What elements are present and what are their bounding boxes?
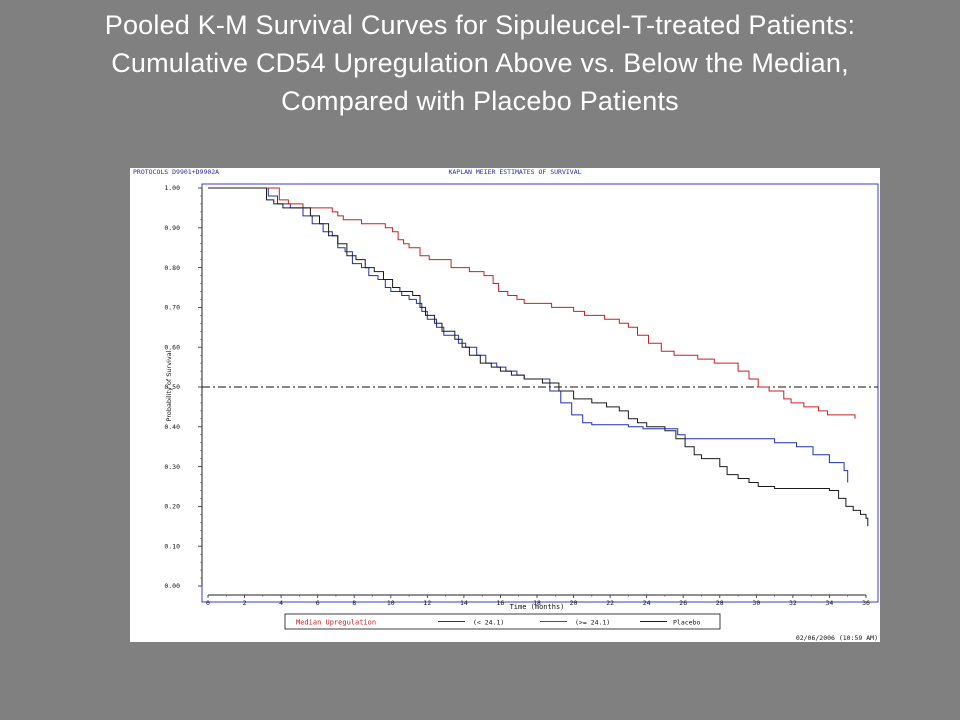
y-tick-label: 1.00 [164, 184, 180, 192]
y-tick-label: 0.40 [164, 423, 180, 431]
kaplan-meier-chart: PROTOCOLS D9901+D9902A KAPLAN MEIER ESTI… [133, 168, 879, 642]
x-tick-label: 32 [789, 599, 797, 607]
x-tick-label: 4 [279, 599, 283, 607]
x-axis-ticks: 0 2 4 6 8 10 12 14 16 18 20 22 24 26 28 30 32 34 36 [206, 595, 870, 607]
y-tick-label: 0.00 [164, 582, 180, 590]
slide-title: Pooled K-M Survival Curves for Sipuleuce… [20, 6, 940, 120]
x-tick-label: 34 [826, 599, 834, 607]
legend-entry-below-median: (< 24.1) [473, 619, 504, 627]
x-tick-label: 26 [679, 599, 687, 607]
km-curve-above-median [208, 187, 856, 419]
y-axis-label: Probability of Survival [165, 350, 173, 421]
x-tick-label: 14 [460, 599, 468, 607]
legend-title: Median Upregulation [296, 619, 376, 627]
legend-box [284, 613, 721, 630]
chart-title: KAPLAN MEIER ESTIMATES OF SURVIVAL [448, 168, 581, 176]
legend-entry-placebo: Placebo [673, 619, 700, 627]
x-tick-label: 22 [606, 599, 614, 607]
legend: Median Upregulation (< 24.1) (>= 24.1) P… [284, 613, 721, 630]
y-tick-label: 0.70 [164, 304, 180, 312]
y-tick-label: 0.20 [164, 503, 180, 511]
slide-title-line-3: Compared with Placebo Patients [281, 86, 679, 116]
x-tick-label: 0 [206, 599, 210, 607]
slide-title-line-1: Pooled K-M Survival Curves for Sipuleuce… [104, 10, 856, 40]
x-tick-label: 36 [862, 599, 870, 607]
x-tick-label: 28 [716, 599, 724, 607]
plot-frame [201, 183, 879, 603]
series-layer [208, 187, 869, 527]
x-tick-label: 12 [423, 599, 431, 607]
y-tick-label: 0.30 [164, 463, 180, 471]
x-tick-label: 16 [497, 599, 505, 607]
x-tick-label: 18 [533, 599, 541, 607]
y-axis-ticks: 0.00 0.10 0.20 0.30 0.40 0.50 0.60 0.70 0.80 0.90… [164, 184, 202, 590]
x-tick-label: 30 [752, 599, 760, 607]
x-tick-label: 2 [243, 599, 247, 607]
legend-entry-above-median: (>= 24.1) [575, 619, 610, 627]
chart-panel: PROTOCOLS D9901+D9902A KAPLAN MEIER ESTI… [130, 168, 880, 642]
x-tick-label: 24 [643, 599, 651, 607]
y-tick-label: 0.10 [164, 542, 180, 550]
x-axis-label: Time (months) [510, 603, 565, 611]
y-tick-label: 0.90 [164, 224, 180, 232]
y-tick-label: 0.80 [164, 264, 180, 272]
km-curve-placebo [208, 187, 869, 527]
km-curve-below-median [208, 187, 849, 483]
slide-title-line-2: Cumulative CD54 Upregulation Above vs. B… [111, 48, 849, 78]
y-tick-label: 0.60 [164, 343, 180, 351]
x-tick-label: 6 [316, 599, 320, 607]
x-tick-label: 8 [352, 599, 356, 607]
header-protocols: PROTOCOLS D9901+D9902A [133, 168, 219, 176]
x-tick-label: 20 [570, 599, 578, 607]
footer-timestamp: 02/06/2006 (10:59 AM) [796, 634, 878, 642]
y-tick-label: 0.50 [164, 383, 180, 391]
x-tick-label: 10 [387, 599, 395, 607]
